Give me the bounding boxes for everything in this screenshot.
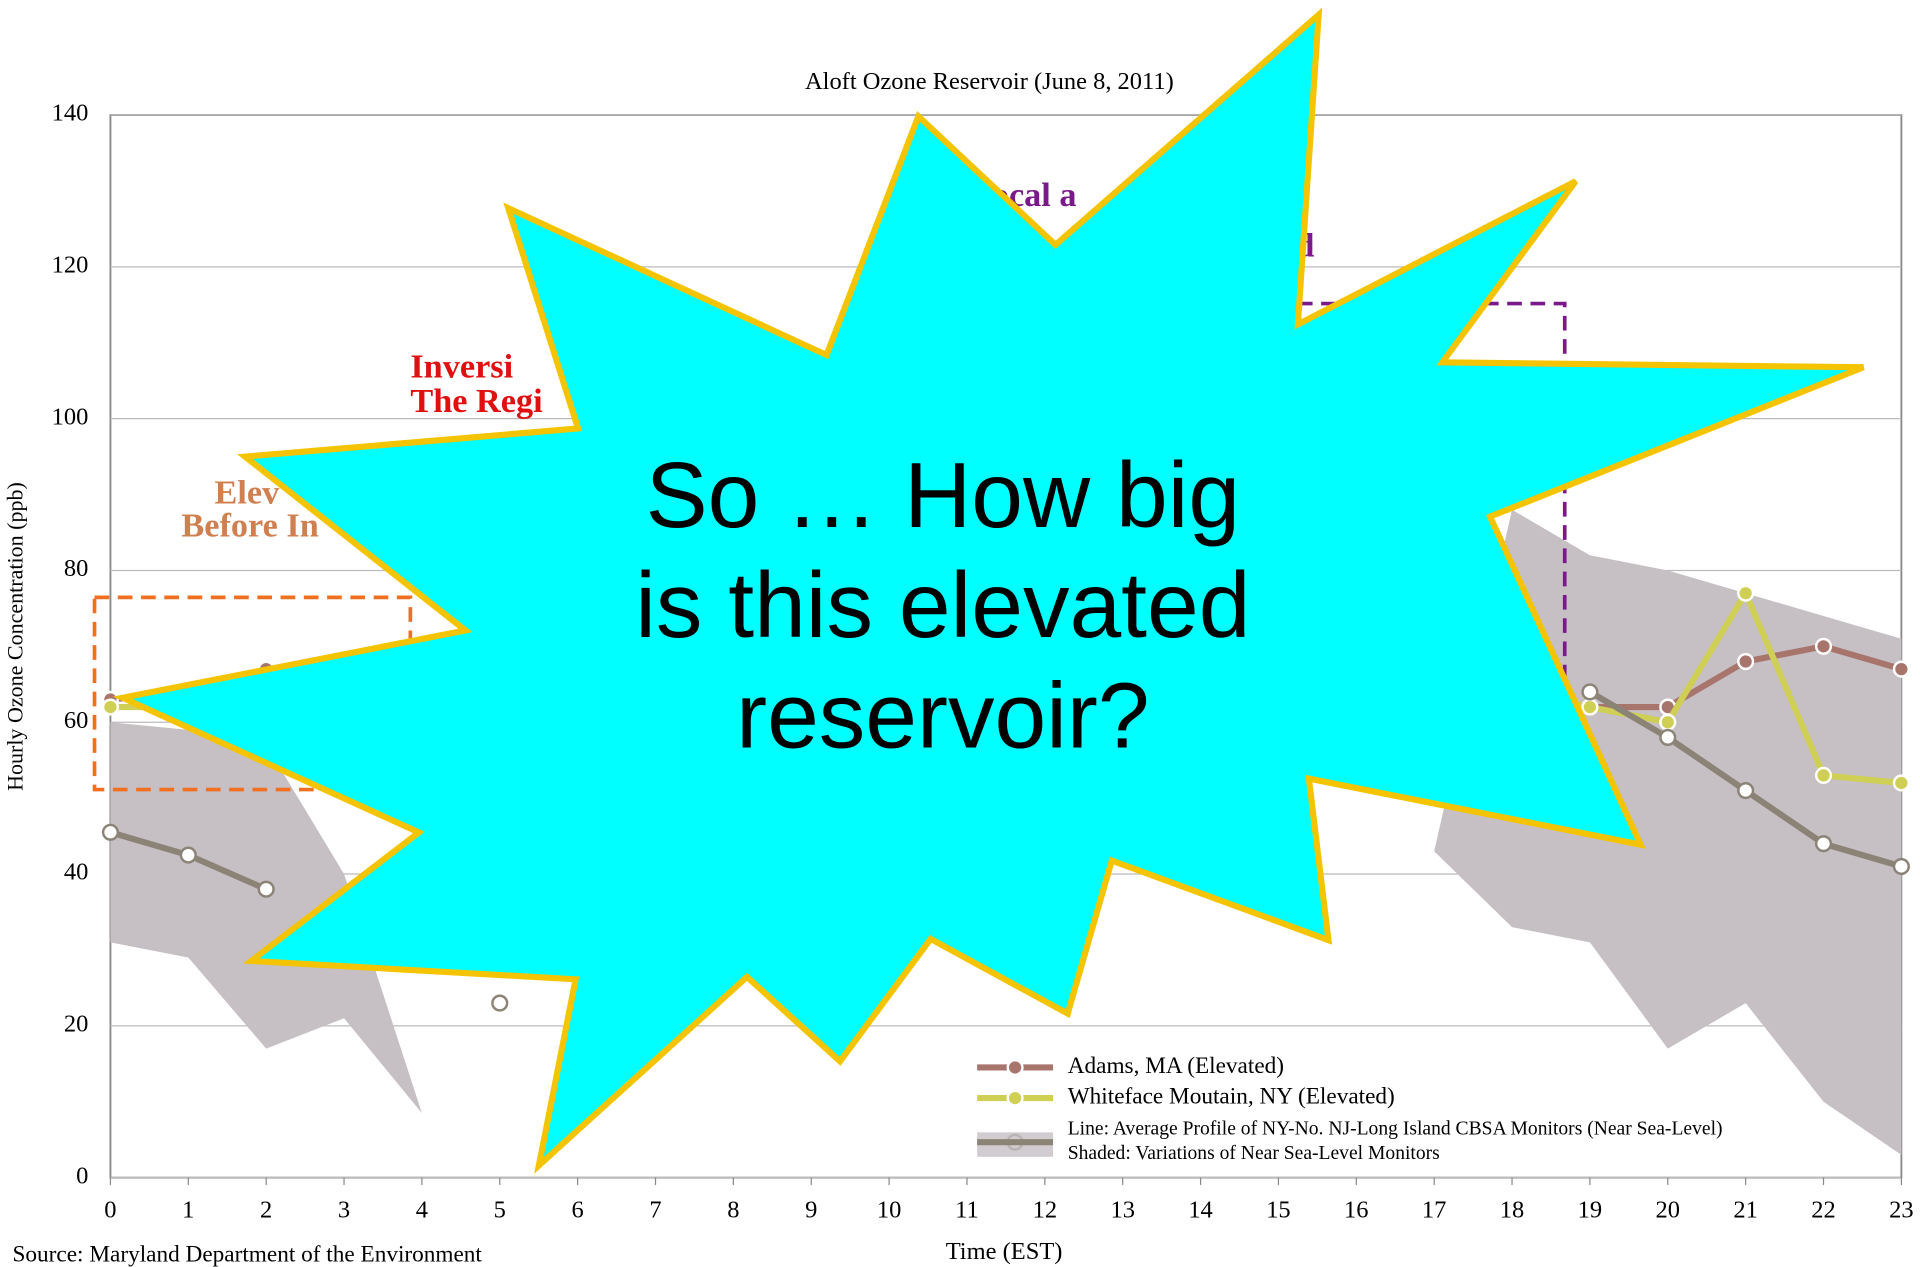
x-tick-label: 22 [1811, 1197, 1835, 1224]
chart-title: Aloft Ozone Reservoir (June 8, 2011) [805, 68, 1174, 95]
data-point [1814, 637, 1833, 655]
data-point [1581, 698, 1599, 716]
x-tick-label: 19 [1578, 1197, 1602, 1224]
data-point [1892, 857, 1910, 876]
data-point [491, 994, 509, 1012]
data-point [1814, 766, 1833, 784]
data-point [1659, 728, 1677, 746]
x-tick-label: 11 [955, 1197, 979, 1224]
legend-label: Whiteface Moutain, NY (Elevated) [1068, 1083, 1395, 1109]
x-tick-label: 5 [494, 1197, 506, 1224]
source: Source: Maryland Department of the Envir… [13, 1241, 483, 1267]
x-tick-label: 16 [1344, 1197, 1368, 1224]
data-point [179, 846, 197, 864]
y-tick-label: 20 [64, 1010, 88, 1037]
data-point [1737, 652, 1755, 671]
x-tick-label: 12 [1033, 1197, 1057, 1224]
legend-label: Line: Average Profile of NY-No. NJ-Long … [1068, 1118, 1723, 1139]
data-point [1659, 713, 1677, 731]
y-axis-label: Hourly Ozone Concentration (ppb) [2, 482, 27, 791]
data-point [1737, 584, 1755, 602]
data-point [1737, 781, 1755, 800]
annotation: Inversi [410, 348, 513, 386]
data-point [1581, 683, 1599, 701]
data-point [101, 698, 120, 716]
x-tick-label: 3 [338, 1197, 350, 1224]
x-tick-label: 10 [877, 1197, 901, 1224]
legend-marker [1006, 1089, 1024, 1107]
annotation: The Regi [410, 382, 543, 420]
x-tick-label: 18 [1500, 1197, 1524, 1224]
starburst [112, 7, 1865, 1174]
x-tick-label: 2 [260, 1197, 272, 1224]
annotation: Before In [181, 507, 318, 545]
y-tick-label: 40 [64, 859, 88, 886]
x-tick-label: 13 [1110, 1197, 1134, 1224]
x-tick-label: 15 [1266, 1197, 1290, 1224]
x-tick-label: 6 [572, 1197, 584, 1224]
legend-label: Shaded: Variations of Near Sea-Level Mon… [1068, 1143, 1440, 1164]
x-tick-label: 7 [649, 1197, 661, 1224]
data-point [257, 880, 275, 898]
legend-label: Adams, MA (Elevated) [1068, 1053, 1284, 1079]
x-tick-label: 17 [1422, 1197, 1446, 1224]
x-tick-label: 4 [416, 1197, 428, 1224]
x-tick-label: 0 [104, 1197, 116, 1224]
y-tick-label: 140 [52, 100, 89, 127]
x-tick-label: 8 [727, 1197, 739, 1224]
y-tick-label: 120 [52, 251, 89, 278]
data-point [1814, 835, 1833, 853]
x-tick-label: 20 [1656, 1197, 1680, 1224]
data-point [1892, 660, 1910, 678]
legend-marker [1006, 1058, 1024, 1077]
y-tick-label: 80 [64, 555, 88, 582]
y-tick-label: 100 [52, 403, 89, 430]
annotation: Elev [214, 474, 280, 512]
x-tick-label: 21 [1733, 1197, 1757, 1224]
data-point [1892, 774, 1910, 792]
y-tick-label: 60 [64, 707, 88, 734]
x-tick-label: 14 [1188, 1197, 1212, 1224]
x-tick-label: 1 [182, 1197, 194, 1224]
overlay: So … How big is this elevated reservoir? [92, 7, 1865, 1174]
dashed-box [92, 595, 413, 792]
x-axis-label: Time (EST) [946, 1238, 1063, 1265]
x-tick-label: 9 [805, 1197, 817, 1224]
y-tick-label: 0 [76, 1162, 88, 1189]
x-tick-label: 23 [1889, 1197, 1913, 1224]
callout-text: So … How big is this elevated reservoir? [635, 442, 1250, 766]
data-point [101, 823, 120, 841]
